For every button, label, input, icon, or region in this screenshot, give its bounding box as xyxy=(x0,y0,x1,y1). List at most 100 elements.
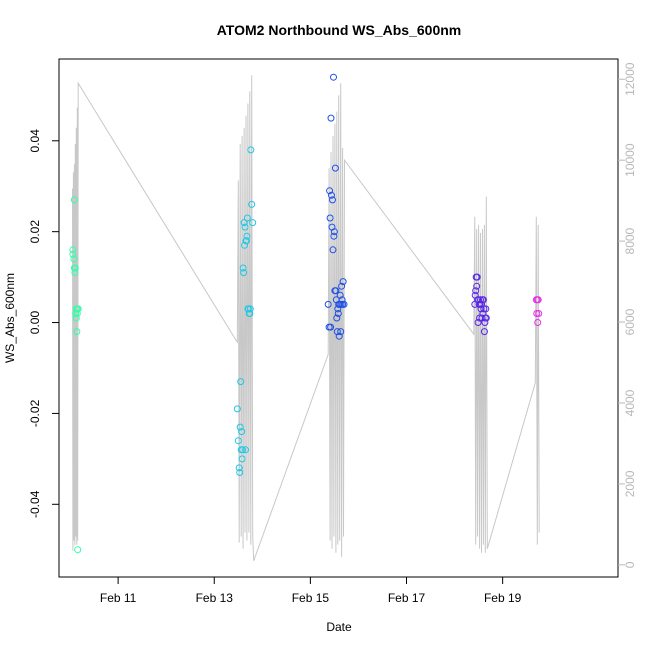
data-point xyxy=(74,305,82,313)
y-axis: -0.04 -0.02 0.00 0.02 0.04 xyxy=(28,129,59,518)
data-point xyxy=(69,250,77,258)
data-point xyxy=(479,296,487,304)
y-tick-label: 0.02 xyxy=(28,220,42,244)
data-point xyxy=(235,464,243,472)
data-point xyxy=(329,196,336,204)
data-point xyxy=(336,291,344,299)
data-point xyxy=(326,187,334,195)
data-point xyxy=(237,378,245,386)
y-axis-label: WS_Abs_600nm xyxy=(3,273,17,363)
secondary-line-layer xyxy=(72,75,540,561)
data-point xyxy=(74,546,82,554)
data-point xyxy=(477,296,484,304)
data-point xyxy=(333,328,341,336)
y2-axis: 0 2000 4000 6000 8000 10000 12000 xyxy=(618,62,637,568)
data-point xyxy=(330,228,338,236)
y-tick-label: -0.04 xyxy=(28,490,42,518)
data-point xyxy=(247,146,255,154)
data-point xyxy=(338,296,346,304)
x-tick-label: Feb 17 xyxy=(388,591,426,605)
x-tick-label: Feb 19 xyxy=(484,591,522,605)
data-point xyxy=(242,446,249,454)
plot-frame xyxy=(58,58,619,578)
data-point xyxy=(243,237,250,245)
data-point xyxy=(326,214,334,222)
data-point xyxy=(71,269,79,277)
y2-tick-label: 10000 xyxy=(623,143,637,177)
y2-tick-label: 12000 xyxy=(623,62,637,96)
y2-tick-label: 8000 xyxy=(623,227,637,254)
y-tick-label: 0.04 xyxy=(28,129,42,153)
y2-tick-label: 6000 xyxy=(623,308,637,335)
data-point xyxy=(330,232,338,240)
data-point xyxy=(330,73,337,81)
data-point xyxy=(331,164,339,172)
data-point xyxy=(327,114,335,122)
data-point xyxy=(334,310,342,317)
data-point xyxy=(473,282,481,290)
points-layer xyxy=(69,73,543,554)
data-point xyxy=(236,423,244,431)
data-point xyxy=(243,214,251,222)
data-point xyxy=(328,191,335,199)
data-point xyxy=(472,287,480,295)
data-point xyxy=(481,319,489,326)
data-point xyxy=(534,319,542,326)
data-point xyxy=(240,269,248,277)
x-tick-label: Feb 11 xyxy=(100,591,137,605)
data-point xyxy=(334,305,342,313)
data-point xyxy=(480,328,488,336)
data-point xyxy=(482,314,490,322)
y2-tick-label: 4000 xyxy=(623,389,637,416)
data-point xyxy=(482,305,490,313)
data-point xyxy=(338,282,346,290)
data-point xyxy=(248,200,256,208)
data-point xyxy=(239,446,247,454)
data-point xyxy=(327,323,335,331)
data-point xyxy=(480,305,488,313)
data-point xyxy=(236,469,244,476)
data-point xyxy=(73,328,81,336)
data-point xyxy=(249,219,257,227)
data-point xyxy=(337,328,345,336)
data-point xyxy=(333,314,341,322)
data-point xyxy=(473,273,481,281)
data-point xyxy=(335,332,343,340)
x-axis: Feb 11 Feb 13 Feb 15 Feb 17 Feb 19 xyxy=(100,577,522,605)
chart-title: ATOM2 Northbound WS_Abs_600nm xyxy=(217,22,462,38)
data-point xyxy=(238,428,246,436)
data-point xyxy=(70,196,78,204)
data-point xyxy=(241,223,249,231)
data-point xyxy=(329,246,337,254)
data-point xyxy=(332,287,340,295)
data-point xyxy=(70,255,78,263)
data-point xyxy=(339,278,347,286)
data-point xyxy=(238,455,246,463)
data-point xyxy=(233,405,241,413)
data-point xyxy=(69,246,77,254)
data-point xyxy=(477,305,485,313)
data-point xyxy=(535,310,543,317)
y2-tick-label: 0 xyxy=(623,561,637,568)
data-point xyxy=(240,219,248,227)
secondary-series-line xyxy=(72,75,540,561)
data-point xyxy=(72,314,80,322)
data-point xyxy=(246,305,254,313)
x-axis-label: Date xyxy=(326,620,352,634)
data-point xyxy=(324,300,332,308)
data-point xyxy=(340,300,348,308)
data-point xyxy=(533,310,541,317)
data-point xyxy=(239,264,247,272)
data-point xyxy=(71,264,79,272)
y2-tick-label: 2000 xyxy=(623,470,637,497)
x-tick-label: Feb 15 xyxy=(292,591,330,605)
y-tick-label: -0.02 xyxy=(28,399,42,427)
data-point xyxy=(534,296,542,304)
data-point xyxy=(234,437,242,445)
data-point xyxy=(243,232,251,240)
data-point xyxy=(246,310,254,317)
data-point xyxy=(241,241,248,249)
data-point xyxy=(244,305,252,313)
data-point xyxy=(73,310,81,317)
